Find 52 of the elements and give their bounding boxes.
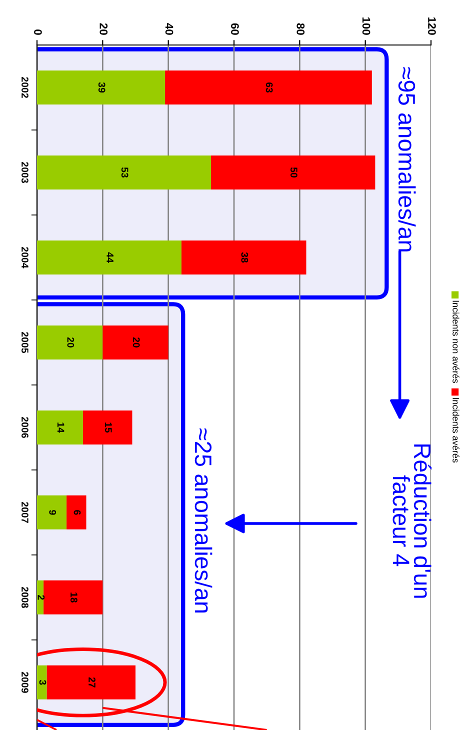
data-label: 38 [241, 252, 248, 263]
data-label: 3 [39, 680, 46, 685]
annotation: Réduction d'un facteur 4 [392, 444, 432, 598]
bar [37, 155, 212, 190]
data-label: 50 [290, 167, 298, 178]
x-tick-label: 40 [165, 23, 174, 35]
bar [211, 155, 376, 190]
data-label: 6 [74, 510, 81, 515]
x-tick-label: 80 [296, 23, 305, 35]
bar [37, 240, 182, 274]
bar [37, 70, 166, 104]
bar [82, 410, 132, 444]
y-tick-label: 2005 [22, 332, 28, 353]
data-label: 53 [121, 167, 128, 178]
bar [37, 495, 67, 530]
bar [37, 665, 47, 700]
y-tick-label: 2003 [22, 162, 28, 183]
bar [37, 410, 83, 444]
y-tick-label: 2007 [22, 502, 28, 523]
x-tick-label: 120 [428, 17, 436, 35]
bar [181, 240, 306, 274]
y-tick-label: 2009 [22, 672, 28, 693]
data-label: 39 [98, 82, 106, 93]
annotation: ≈95 anomalies/an [398, 67, 416, 252]
y-tick-label: 2008 [22, 586, 28, 608]
x-tick-label: 0 [34, 30, 42, 35]
data-label: 44 [106, 252, 114, 263]
data-label: 15 [104, 422, 112, 433]
data-label: 14 [57, 422, 64, 433]
legend-label: Incidents avérés [452, 398, 460, 463]
bar [165, 70, 372, 104]
bar [66, 495, 86, 530]
bar [46, 665, 136, 700]
y-tick-label: 2006 [22, 416, 28, 438]
bar [102, 325, 168, 360]
x-tick-label: 60 [231, 23, 239, 35]
data-label: 20 [132, 337, 140, 348]
data-label: 18 [70, 592, 78, 603]
x-tick-label: 100 [362, 17, 370, 35]
legend-label: Incidents non avérés [452, 300, 460, 384]
annotation: ≈25 anomalies/an [194, 428, 212, 613]
y-tick-label: 2002 [22, 77, 28, 98]
data-label: 63 [266, 82, 273, 93]
y-tick-label: 2004 [22, 246, 28, 268]
bar [44, 580, 103, 614]
bar [37, 325, 103, 360]
data-label: 20 [67, 337, 74, 348]
data-label: 9 [49, 510, 56, 515]
x-tick-label: 20 [100, 23, 108, 35]
data-label: 27 [88, 677, 96, 688]
data-label: 2 [38, 595, 45, 600]
bar [37, 580, 44, 614]
